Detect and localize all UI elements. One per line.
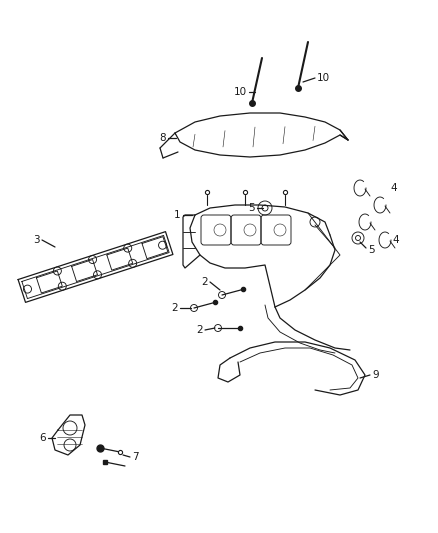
Text: 4: 4 bbox=[390, 183, 397, 193]
Text: 5: 5 bbox=[368, 245, 374, 255]
Text: 3: 3 bbox=[33, 235, 40, 245]
Text: 4: 4 bbox=[392, 235, 399, 245]
Text: 10: 10 bbox=[317, 73, 330, 83]
Text: 2: 2 bbox=[171, 303, 178, 313]
Text: 2: 2 bbox=[201, 277, 208, 287]
Text: 1: 1 bbox=[173, 210, 180, 220]
Text: 6: 6 bbox=[39, 433, 46, 443]
Text: 10: 10 bbox=[234, 87, 247, 97]
Text: 2: 2 bbox=[196, 325, 203, 335]
Text: 9: 9 bbox=[372, 370, 378, 380]
Text: 5: 5 bbox=[248, 203, 255, 213]
Text: 8: 8 bbox=[159, 133, 166, 143]
Text: 7: 7 bbox=[132, 452, 138, 462]
